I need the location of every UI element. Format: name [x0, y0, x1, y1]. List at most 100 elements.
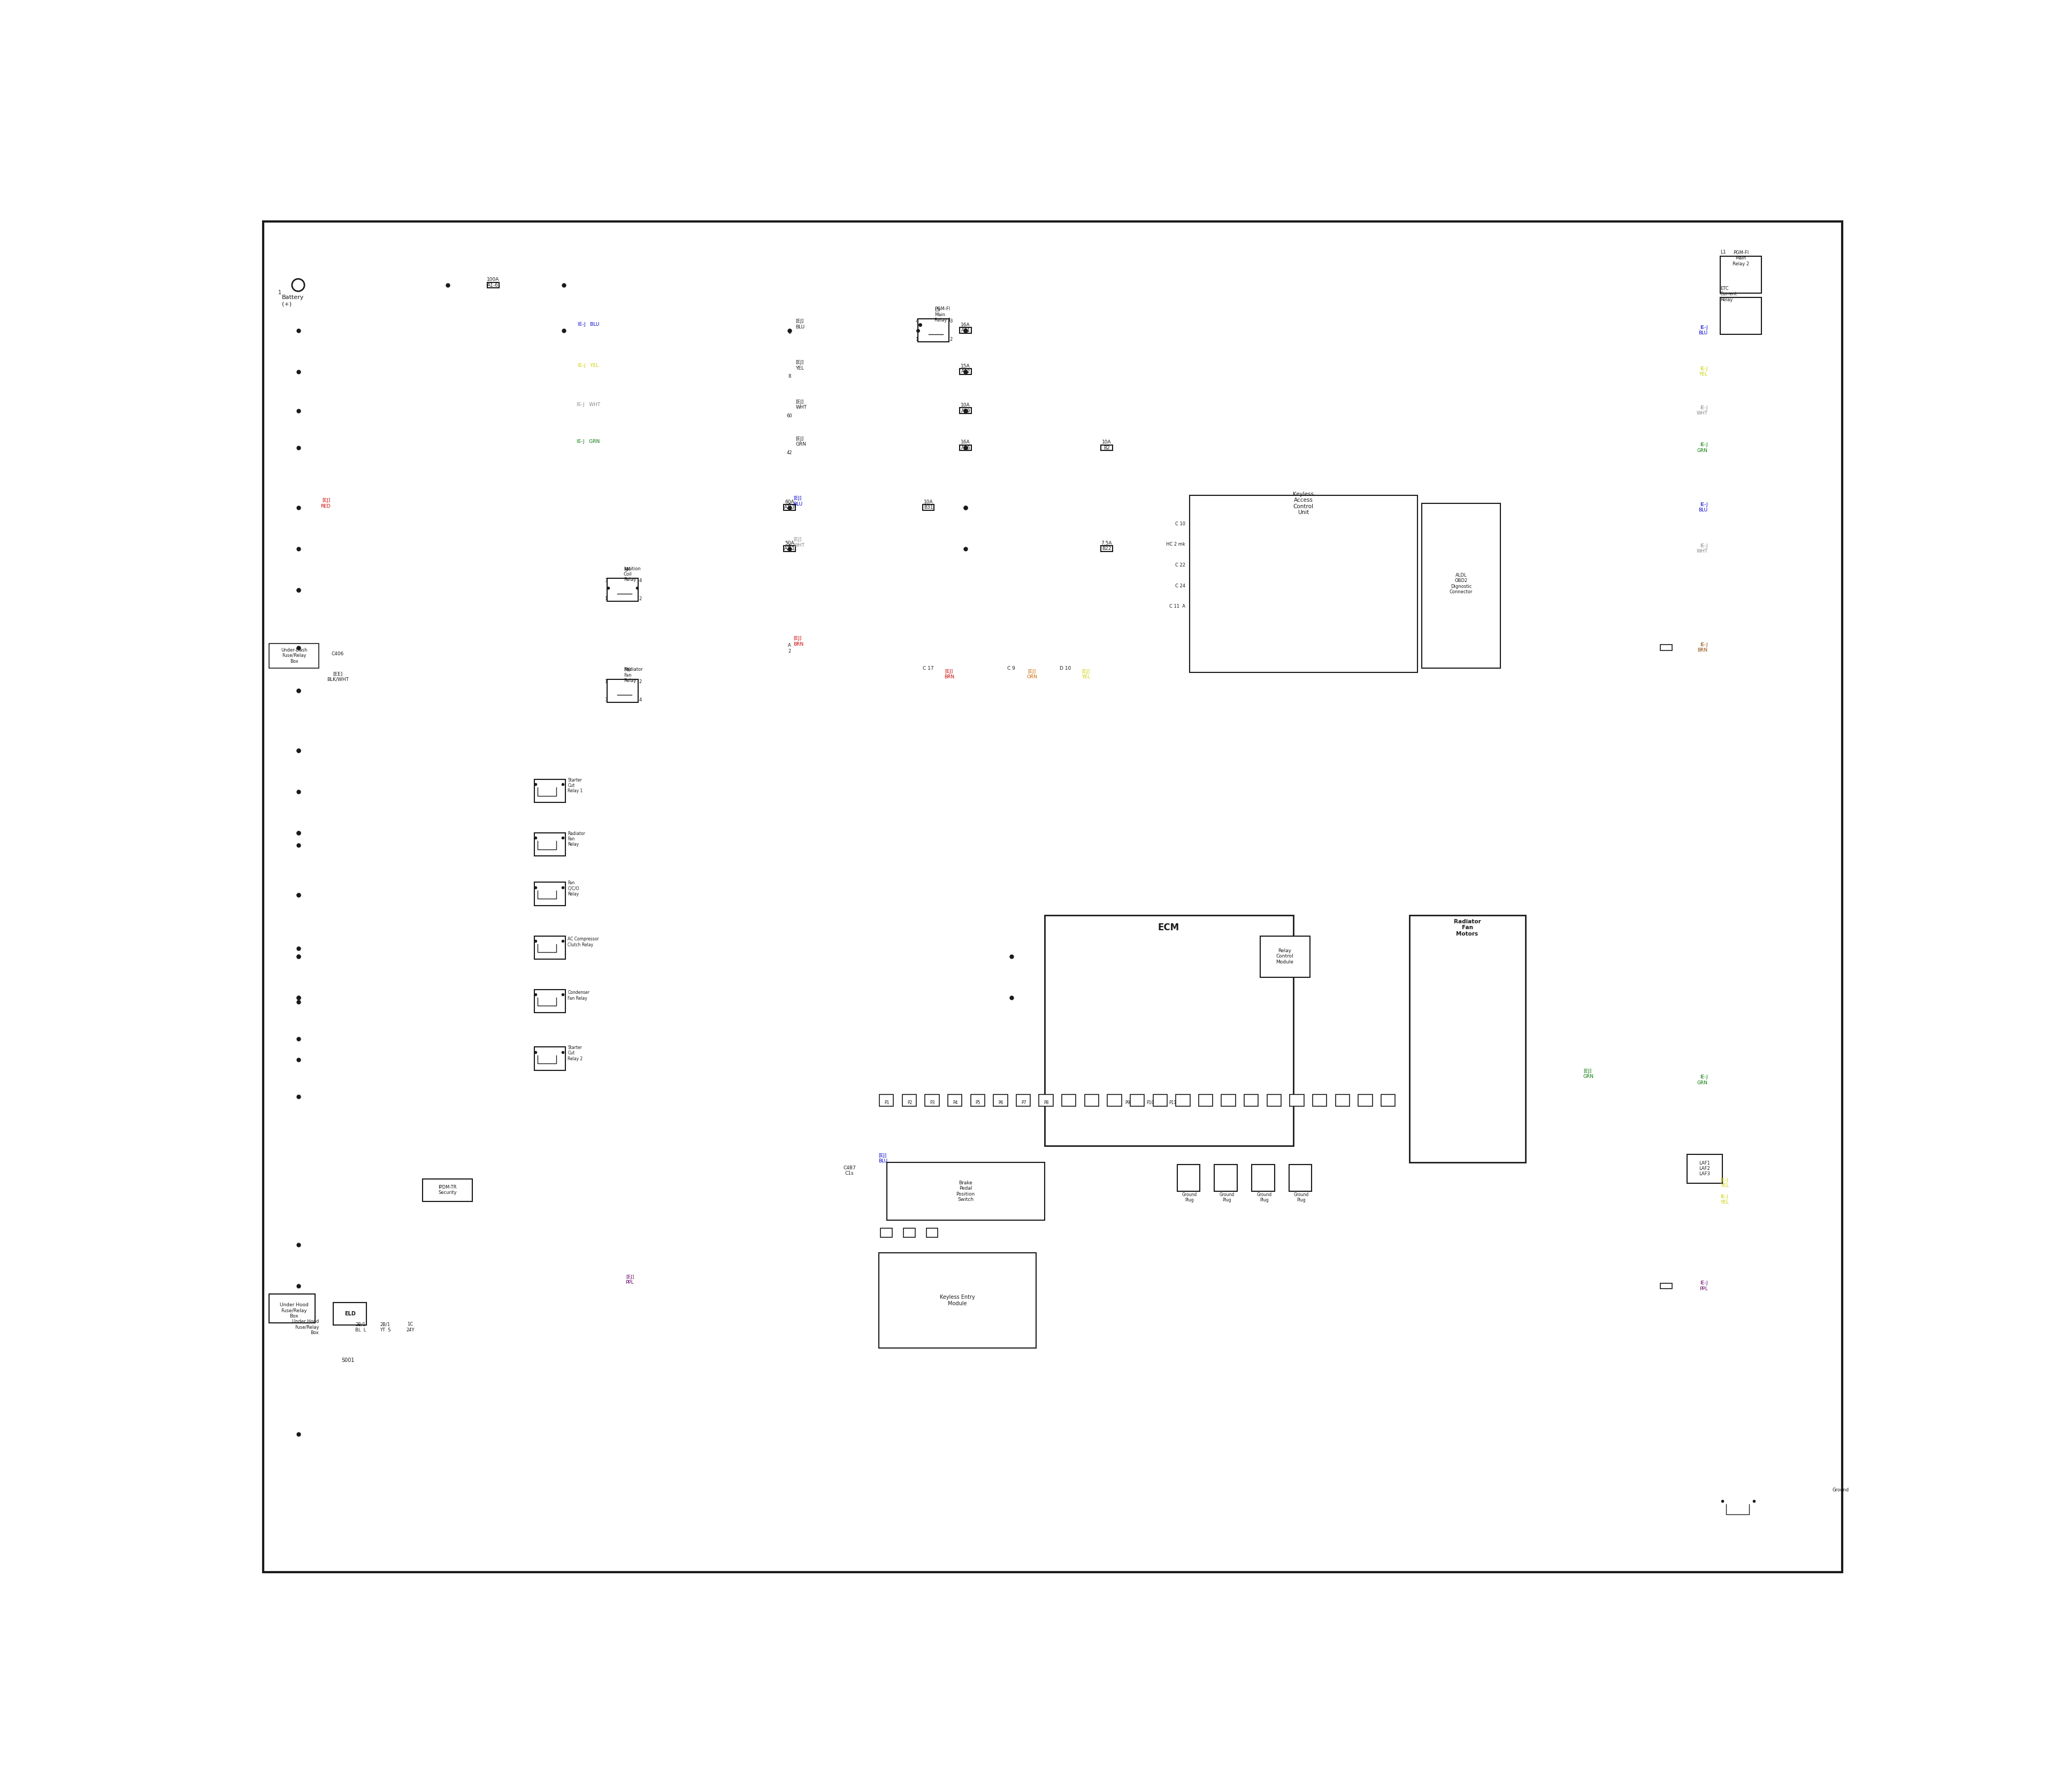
- Bar: [534, 989, 565, 1012]
- Text: C 9: C 9: [1006, 665, 1015, 670]
- Text: IE-J   BLU: IE-J BLU: [577, 323, 600, 326]
- Text: 2B/1
BL  L: 2B/1 BL L: [355, 1322, 366, 1331]
- Bar: [1062, 1095, 1076, 1106]
- Bar: [924, 1095, 939, 1106]
- Bar: [1660, 1283, 1672, 1288]
- Bar: [881, 1228, 891, 1236]
- Text: L5: L5: [935, 308, 941, 312]
- Bar: [922, 505, 935, 511]
- Bar: [947, 1095, 961, 1106]
- Text: 50A
A2-1: 50A A2-1: [785, 541, 795, 552]
- Text: Under-Dash
Fuse/Relay
Box: Under-Dash Fuse/Relay Box: [281, 647, 308, 663]
- Bar: [1101, 547, 1113, 552]
- Text: Ground
Plug: Ground Plug: [1294, 1192, 1308, 1202]
- Text: 42: 42: [787, 450, 793, 455]
- Text: P5: P5: [976, 1100, 980, 1106]
- Text: 3: 3: [949, 319, 953, 324]
- Text: 1: 1: [916, 337, 918, 342]
- Text: P1: P1: [885, 1100, 889, 1106]
- Bar: [1245, 1095, 1259, 1106]
- Bar: [1719, 256, 1762, 294]
- Text: Ground
Plug: Ground Plug: [1257, 1192, 1271, 1202]
- Text: M4: M4: [624, 566, 631, 572]
- Text: Under Hood
Fuse/Relay
Box: Under Hood Fuse/Relay Box: [292, 1319, 318, 1335]
- Text: P9: P9: [1126, 1100, 1130, 1106]
- Text: PGM-FI
Main
Relay 1: PGM-FI Main Relay 1: [935, 306, 951, 323]
- Bar: [926, 1228, 939, 1236]
- Bar: [959, 369, 972, 375]
- Text: 60: 60: [787, 414, 793, 419]
- Bar: [1313, 1095, 1327, 1106]
- Text: 16A
A16: 16A A16: [961, 439, 969, 450]
- Text: P8: P8: [1043, 1100, 1050, 1106]
- Text: 1C
24Y: 1C 24Y: [407, 1322, 415, 1331]
- Text: 1: 1: [604, 679, 608, 685]
- Text: 7.5A
B22: 7.5A B22: [1101, 541, 1111, 552]
- Text: Starter
Cut
Relay 2: Starter Cut Relay 2: [567, 1045, 583, 1061]
- Text: D 10: D 10: [1060, 665, 1070, 670]
- Bar: [1177, 1165, 1200, 1192]
- Bar: [487, 281, 499, 289]
- Text: HC 2 mk: HC 2 mk: [1167, 543, 1185, 547]
- Bar: [1421, 504, 1499, 668]
- Text: IE-J
WHT: IE-J WHT: [1697, 543, 1707, 554]
- Text: P7: P7: [1021, 1100, 1027, 1106]
- Text: Radiator
Fan
Relay: Radiator Fan Relay: [567, 831, 585, 848]
- Text: P10: P10: [1146, 1100, 1154, 1106]
- Text: Ground: Ground: [1832, 1487, 1849, 1493]
- Text: 4: 4: [639, 697, 641, 702]
- Bar: [918, 319, 949, 342]
- Text: Starter
Cut
Relay 1: Starter Cut Relay 1: [567, 778, 583, 794]
- Text: ALDL
OBD2
Dignostic
Connector: ALDL OBD2 Dignostic Connector: [1450, 573, 1473, 595]
- Text: IE-J
YEL: IE-J YEL: [1719, 1177, 1729, 1188]
- Text: IE-J   WHT: IE-J WHT: [577, 401, 600, 407]
- Text: A
2: A 2: [789, 643, 791, 654]
- Text: 4: 4: [639, 579, 641, 582]
- Bar: [1409, 916, 1526, 1163]
- Bar: [1358, 1095, 1372, 1106]
- Text: P11: P11: [1169, 1100, 1177, 1106]
- Text: 2: 2: [949, 337, 953, 342]
- Text: 1: 1: [604, 597, 608, 602]
- Text: Radiator
Fan
Relay: Radiator Fan Relay: [624, 667, 643, 683]
- Text: ETC
Current
Relay: ETC Current Relay: [1719, 287, 1738, 303]
- Text: 4: 4: [916, 319, 918, 324]
- Text: PGM-FI
Main
Relay 2: PGM-FI Main Relay 2: [1732, 251, 1750, 267]
- Bar: [1189, 495, 1417, 672]
- Text: 3: 3: [604, 579, 608, 582]
- Bar: [1259, 935, 1310, 977]
- Text: [EJ]
WHT: [EJ] WHT: [795, 400, 807, 410]
- Text: P3: P3: [930, 1100, 935, 1106]
- Text: M9: M9: [624, 668, 631, 672]
- Text: 100A
A1-6: 100A A1-6: [487, 278, 499, 287]
- Text: 8: 8: [789, 375, 791, 378]
- Text: Fan
C/C/O
Relay: Fan C/C/O Relay: [567, 880, 579, 896]
- Text: C 22: C 22: [1175, 563, 1185, 568]
- Bar: [1335, 1095, 1349, 1106]
- Text: L1: L1: [1719, 249, 1725, 254]
- Text: P4: P4: [953, 1100, 957, 1106]
- Bar: [1251, 1165, 1273, 1192]
- Bar: [534, 1047, 565, 1070]
- Bar: [1719, 297, 1762, 335]
- Text: Ground
Plug: Ground Plug: [1220, 1192, 1234, 1202]
- Text: [EJ]
BRN: [EJ] BRN: [945, 668, 955, 679]
- Bar: [904, 1228, 914, 1236]
- Bar: [994, 1095, 1009, 1106]
- Bar: [1380, 1095, 1395, 1106]
- Bar: [1290, 1165, 1313, 1192]
- Text: [EJ]
BLU: [EJ] BLU: [793, 496, 803, 507]
- Bar: [534, 882, 565, 905]
- Bar: [534, 833, 565, 857]
- Bar: [785, 505, 795, 511]
- Text: Ignition
Coil
Relay: Ignition Coil Relay: [624, 566, 641, 582]
- Text: 10A
A29: 10A A29: [961, 403, 969, 414]
- Text: IE-J
BLU: IE-J BLU: [1699, 324, 1707, 335]
- Text: Under Hood
Fuse/Relay
Box: Under Hood Fuse/Relay Box: [279, 1303, 308, 1319]
- Text: S001: S001: [341, 1357, 355, 1362]
- Text: 10A
B31: 10A B31: [924, 500, 933, 511]
- Text: 3: 3: [604, 697, 608, 702]
- Text: C406: C406: [331, 650, 343, 656]
- Text: IE-J
YEL: IE-J YEL: [1719, 1193, 1729, 1204]
- Text: [EJ]
WHT: [EJ] WHT: [793, 538, 805, 548]
